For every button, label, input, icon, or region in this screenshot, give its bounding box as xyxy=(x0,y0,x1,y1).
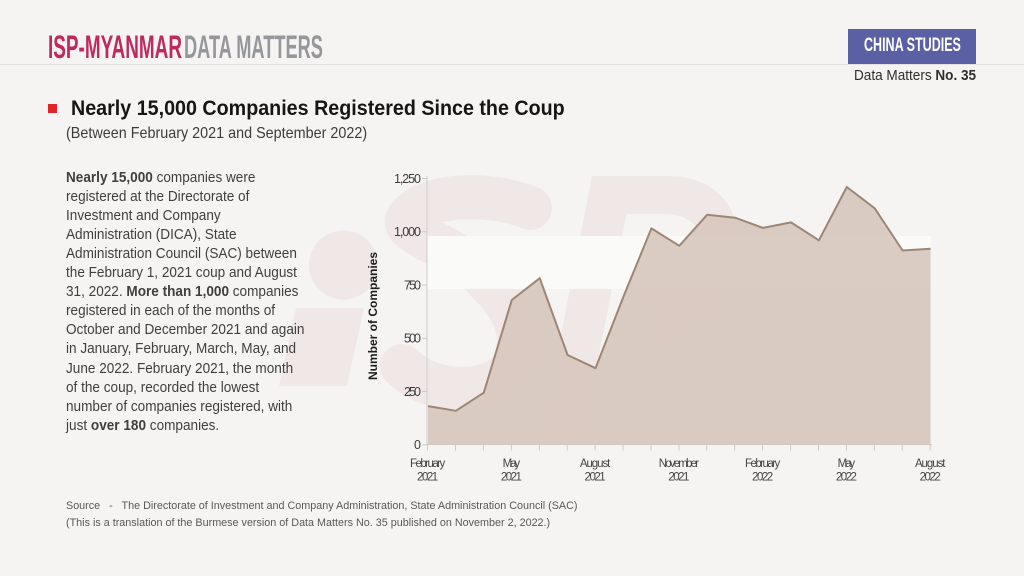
svg-text:2021: 2021 xyxy=(585,471,606,483)
svg-text:May: May xyxy=(838,458,856,470)
svg-text:February: February xyxy=(410,458,445,470)
svg-text:1,250: 1,250 xyxy=(394,172,421,186)
svg-text:1,000: 1,000 xyxy=(394,225,421,239)
svg-text:250: 250 xyxy=(404,385,421,399)
svg-text:2022: 2022 xyxy=(752,471,773,483)
svg-text:November: November xyxy=(659,458,699,470)
svg-text:2021: 2021 xyxy=(501,471,522,483)
svg-text:750: 750 xyxy=(404,278,421,292)
svg-text:2021: 2021 xyxy=(417,471,438,483)
svg-text:2022: 2022 xyxy=(920,471,941,483)
svg-text:2021: 2021 xyxy=(668,471,689,483)
svg-text:2022: 2022 xyxy=(836,471,857,483)
svg-text:February: February xyxy=(745,458,780,470)
svg-text:500: 500 xyxy=(404,332,421,346)
svg-text:0: 0 xyxy=(414,438,421,452)
svg-text:Number of Companies: Number of Companies xyxy=(366,252,380,380)
svg-text:May: May xyxy=(503,458,521,470)
svg-text:August: August xyxy=(580,458,611,470)
svg-text:August: August xyxy=(915,458,946,470)
